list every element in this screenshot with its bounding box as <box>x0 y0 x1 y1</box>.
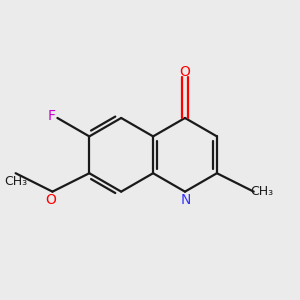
Text: O: O <box>180 65 190 79</box>
Text: CH₃: CH₃ <box>250 185 273 198</box>
Text: CH₃: CH₃ <box>4 175 27 188</box>
Text: N: N <box>181 193 191 207</box>
Text: O: O <box>45 193 56 207</box>
Text: F: F <box>48 109 56 123</box>
